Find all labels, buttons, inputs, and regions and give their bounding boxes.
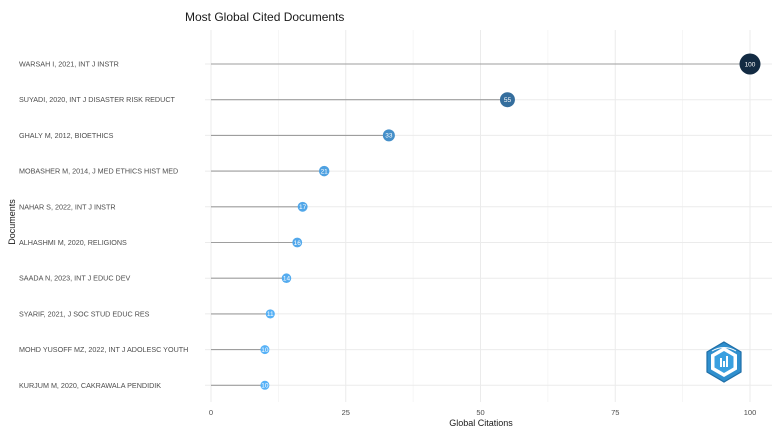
lollipop-point xyxy=(739,53,761,75)
lollipop-points: 100 55 33 21 17 16 14 11 10 10 xyxy=(260,53,761,390)
document-labels: WARSAH I, 2021, INT J INSTR SUYADI, 2020,… xyxy=(19,60,188,390)
lollipop-point xyxy=(499,92,515,108)
value-label: 55 xyxy=(504,97,512,104)
value-label: 10 xyxy=(261,383,269,390)
x-tick-label: 50 xyxy=(476,408,484,417)
document-label: MOBASHER M, 2014, J MED ETHICS HIST MED xyxy=(19,167,178,176)
value-label: 21 xyxy=(321,168,329,175)
document-label: KURJUM M, 2020, CAKRAWALA PENDIDIK xyxy=(19,381,161,390)
y-axis-title: Documents xyxy=(7,199,17,245)
x-tick-label: 0 xyxy=(209,408,213,417)
document-label: SUYADI, 2020, INT J DISASTER RISK REDUCT xyxy=(19,95,176,104)
x-tick-label: 25 xyxy=(342,408,350,417)
document-label: NAHAR S, 2022, INT J INSTR xyxy=(19,202,116,211)
x-axis-ticks: 0 25 50 75 100 xyxy=(209,408,756,417)
grid-lines xyxy=(205,30,772,402)
lollipop-point xyxy=(318,165,330,177)
value-label: 16 xyxy=(294,240,302,247)
value-label: 10 xyxy=(261,347,269,354)
lollipop-point xyxy=(281,273,292,283)
value-label: 17 xyxy=(299,204,307,211)
document-label: SYARIF, 2021, J SOC STUD EDUC RES xyxy=(19,309,150,318)
chart-title: Most Global Cited Documents xyxy=(185,10,344,24)
x-tick-label: 100 xyxy=(744,408,757,417)
value-label: 14 xyxy=(283,276,291,283)
value-label: 100 xyxy=(745,61,756,68)
x-axis-title: Global Citations xyxy=(449,418,513,428)
document-label: WARSAH I, 2021, INT J INSTR xyxy=(19,60,119,69)
lollipop-point xyxy=(292,237,303,248)
x-tick-label: 75 xyxy=(611,408,619,417)
lollipop-point xyxy=(382,129,395,142)
document-label: GHALY M, 2012, BIOETHICS xyxy=(19,131,114,140)
lollipop-point xyxy=(260,380,270,390)
document-label: ALHASHMI M, 2020, RELIGIONS xyxy=(19,238,127,247)
value-label: 33 xyxy=(385,133,393,140)
document-label: SAADA N, 2023, INT J EDUC DEV xyxy=(19,274,131,283)
lollipop-stems xyxy=(211,63,750,386)
lollipop-point xyxy=(297,201,308,212)
bibliometrix-logo-icon xyxy=(706,341,742,383)
lollipop-point xyxy=(260,345,270,355)
value-label: 11 xyxy=(267,311,274,318)
lollipop-point xyxy=(265,309,275,319)
document-label: MOHD YUSOFF MZ, 2022, INT J ADOLESC YOUT… xyxy=(19,345,188,354)
